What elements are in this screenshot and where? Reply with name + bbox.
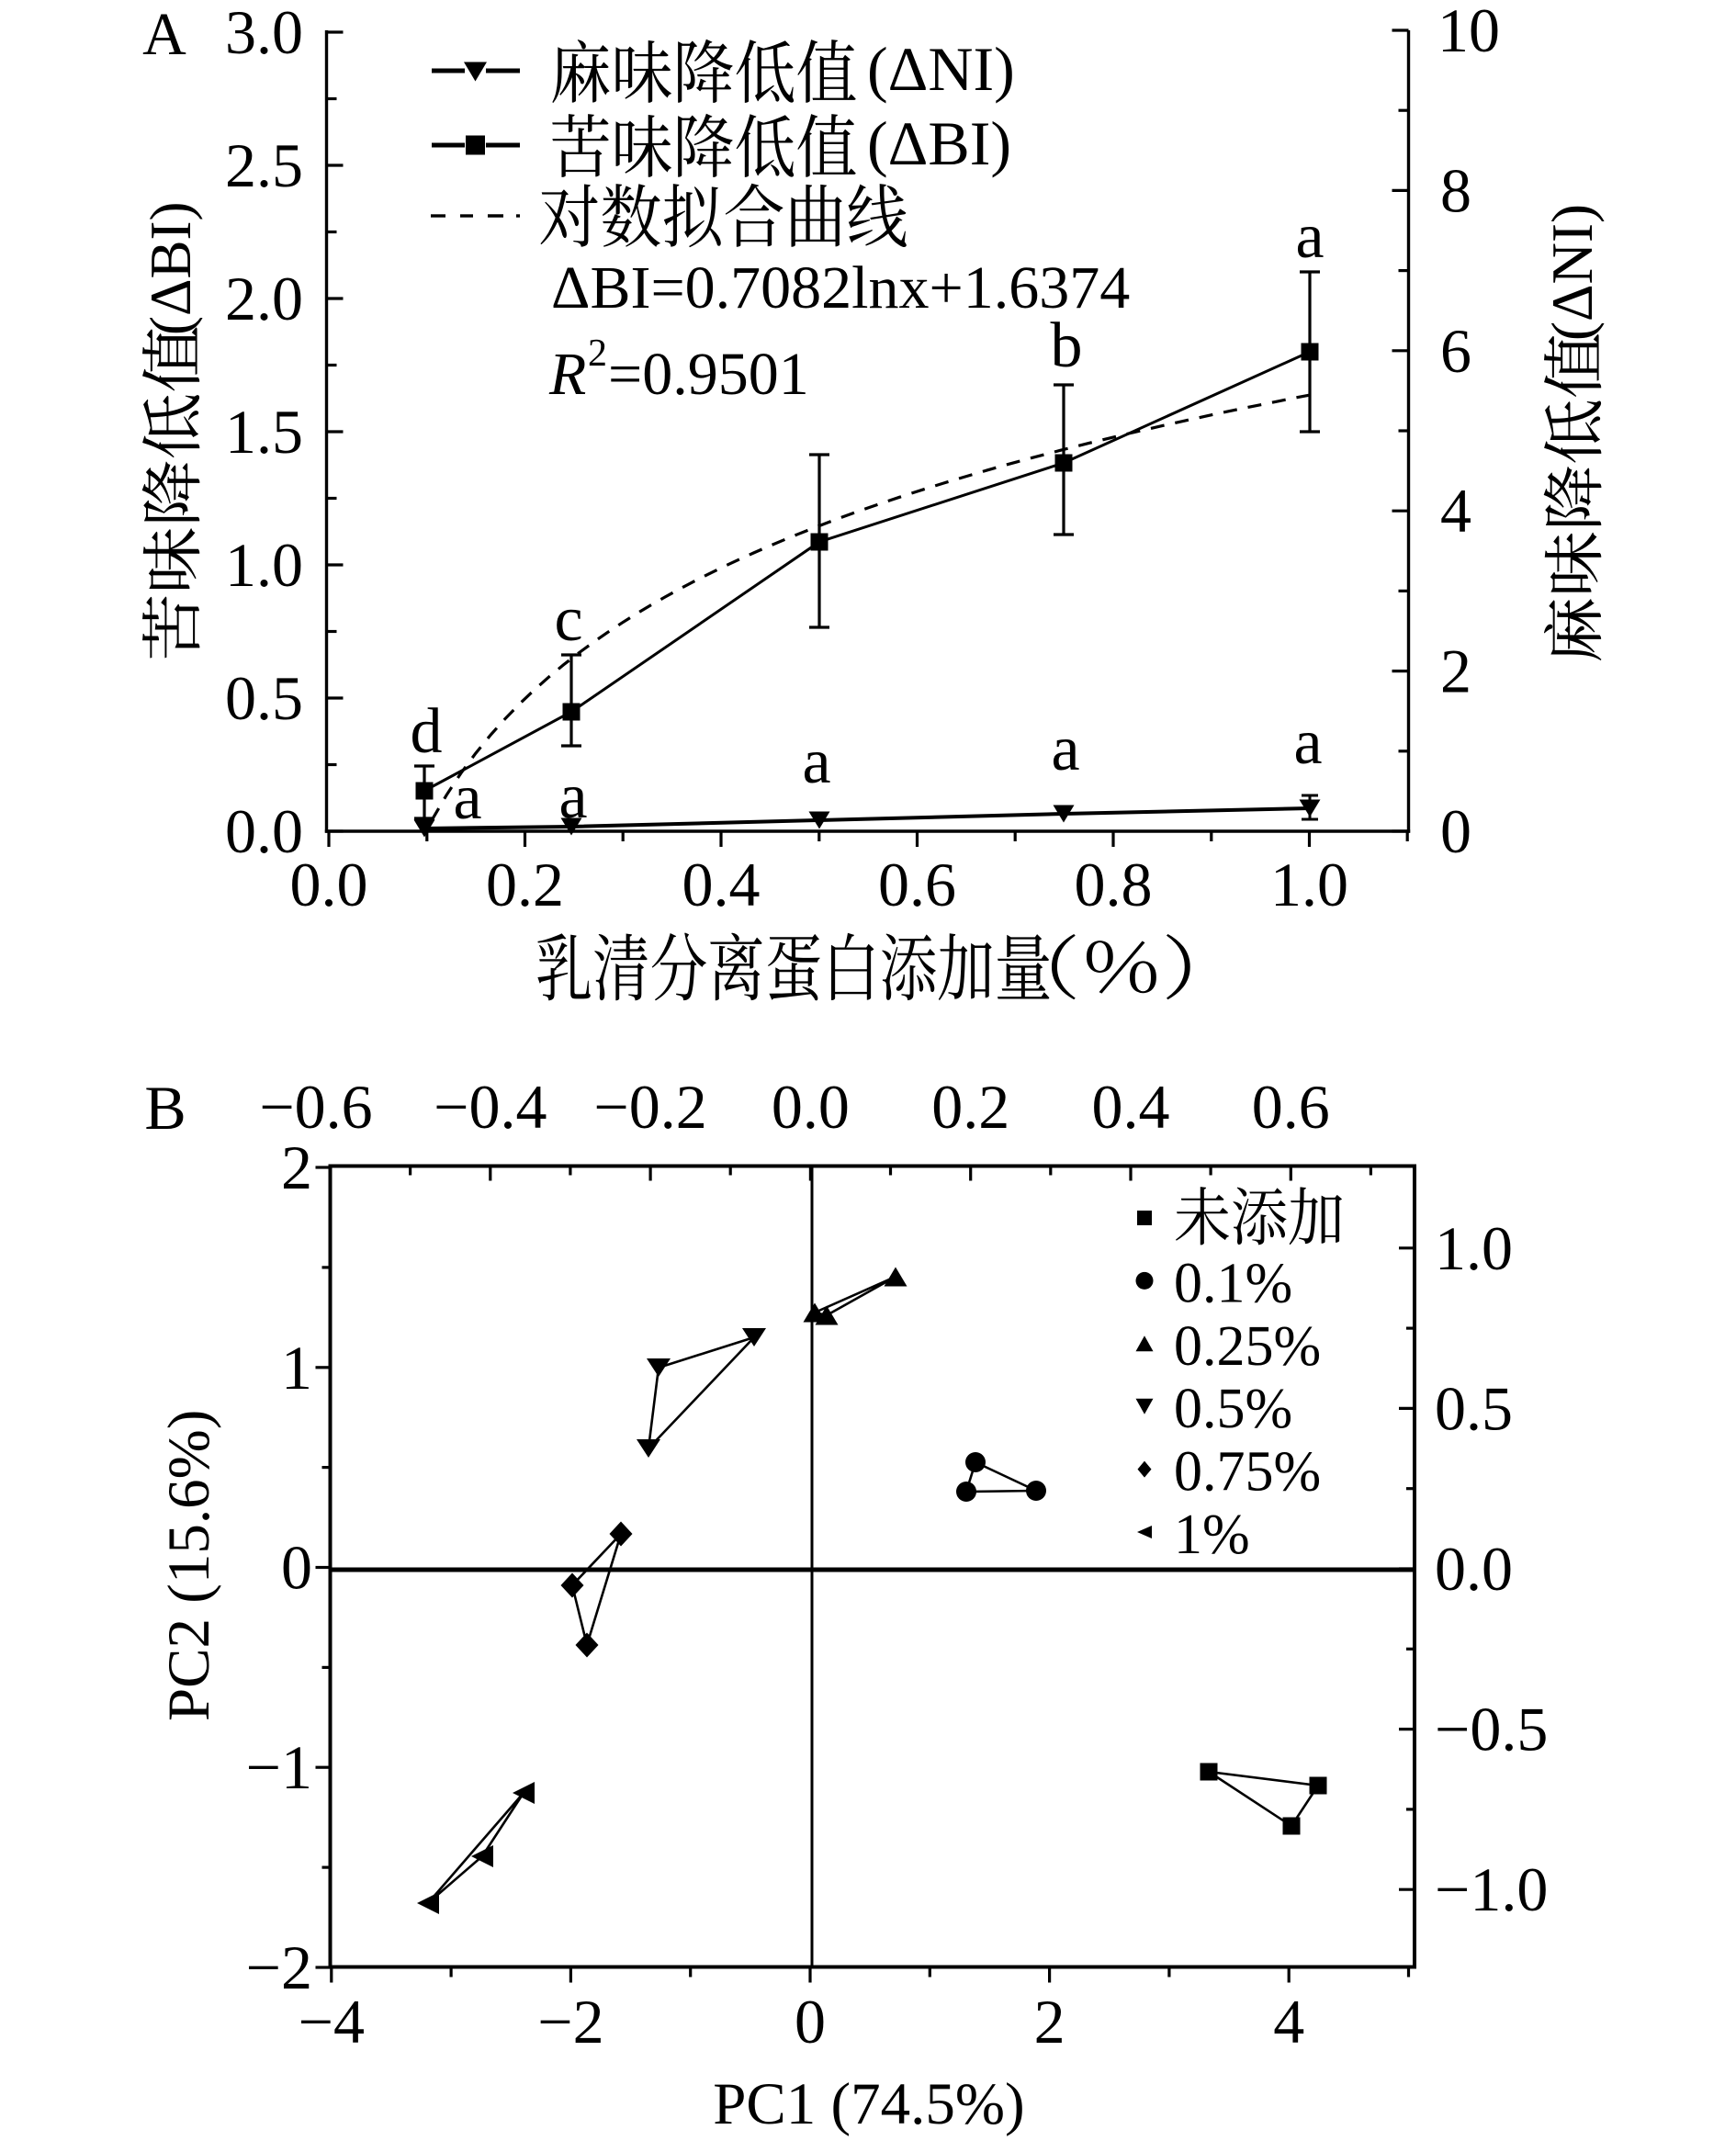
svg-text:PC1 (74.5%): PC1 (74.5%) [713,2071,1024,2137]
svg-text:−2: −2 [246,1933,312,2002]
svg-text:(ΔNI): (ΔNI) [867,34,1015,104]
svg-text:a: a [453,762,481,833]
svg-text:10: 10 [1437,0,1500,65]
svg-text:0.25%: 0.25% [1174,1315,1321,1378]
svg-text:(ΔNI): (ΔNI) [1540,204,1605,341]
svg-text:0.4: 0.4 [682,850,761,919]
svg-text:(ΔBI): (ΔBI) [867,108,1011,178]
svg-text:3.0: 3.0 [225,0,303,67]
svg-text:−0.6: −0.6 [259,1072,372,1142]
svg-text:2: 2 [1034,1987,1065,2056]
svg-text:0.75%: 0.75% [1174,1441,1321,1504]
svg-text:0.2: 0.2 [486,850,564,919]
svg-text:PC2 (15.6%): PC2 (15.6%) [156,1410,222,1721]
svg-text:0.1%: 0.1% [1174,1252,1292,1314]
svg-text:ΔBI=0.7082lnx+1.6374: ΔBI=0.7082lnx+1.6374 [551,254,1130,321]
svg-text:1.0: 1.0 [1435,1213,1513,1283]
svg-text:R: R [548,341,586,408]
svg-text:1: 1 [281,1333,312,1403]
svg-text:0.0: 0.0 [225,796,303,866]
svg-text:B: B [144,1073,186,1143]
svg-text:1.0: 1.0 [1270,850,1348,919]
svg-text:=0.9501: =0.9501 [608,341,809,408]
svg-text:0.8: 0.8 [1075,850,1153,919]
svg-text:A: A [142,1,186,68]
svg-text:1.0: 1.0 [225,530,303,600]
svg-text:−4: −4 [299,1987,365,2056]
svg-text:6: 6 [1440,316,1471,386]
svg-text:2: 2 [1440,637,1471,706]
svg-text:b: b [1051,310,1083,381]
svg-text:(ΔBI): (ΔBI) [139,202,203,335]
svg-text:0.5%: 0.5% [1174,1378,1292,1440]
svg-text:0: 0 [1440,796,1471,866]
svg-text:−0.5: −0.5 [1435,1695,1548,1764]
svg-text:0.5: 0.5 [225,663,303,733]
svg-text:0.6: 0.6 [1252,1072,1330,1142]
svg-text:1.5: 1.5 [225,397,303,467]
svg-text:−0.2: −0.2 [593,1072,706,1142]
svg-text:0.0: 0.0 [772,1072,850,1142]
svg-text:−1: −1 [246,1732,312,1802]
svg-text:−0.4: −0.4 [434,1072,547,1142]
svg-text:4: 4 [1273,1987,1304,2056]
svg-text:2: 2 [588,332,607,375]
svg-text:2: 2 [281,1132,312,1202]
svg-text:2.5: 2.5 [225,130,303,200]
svg-text:a: a [1293,707,1322,778]
svg-text:0.0: 0.0 [1435,1534,1513,1604]
svg-text:a: a [1295,201,1324,272]
svg-text:2.0: 2.0 [225,264,303,333]
svg-text:0.2: 0.2 [931,1072,1009,1142]
svg-text:0.0: 0.0 [290,850,368,919]
svg-text:a: a [802,727,830,797]
svg-text:1%: 1% [1174,1504,1250,1566]
svg-text:−1.0: −1.0 [1435,1854,1548,1924]
svg-text:c: c [554,584,582,655]
svg-text:4: 4 [1440,476,1471,546]
svg-text:8: 8 [1440,155,1471,225]
svg-text:0: 0 [281,1533,312,1603]
svg-text:−2: −2 [537,1987,603,2056]
svg-text:0.5: 0.5 [1435,1373,1513,1443]
svg-text:0: 0 [795,1987,826,2056]
svg-text:a: a [1051,714,1079,784]
svg-text:0.4: 0.4 [1092,1072,1170,1142]
svg-text:0.6: 0.6 [878,850,956,919]
svg-text:d: d [411,696,443,767]
svg-text:a: a [558,761,587,832]
